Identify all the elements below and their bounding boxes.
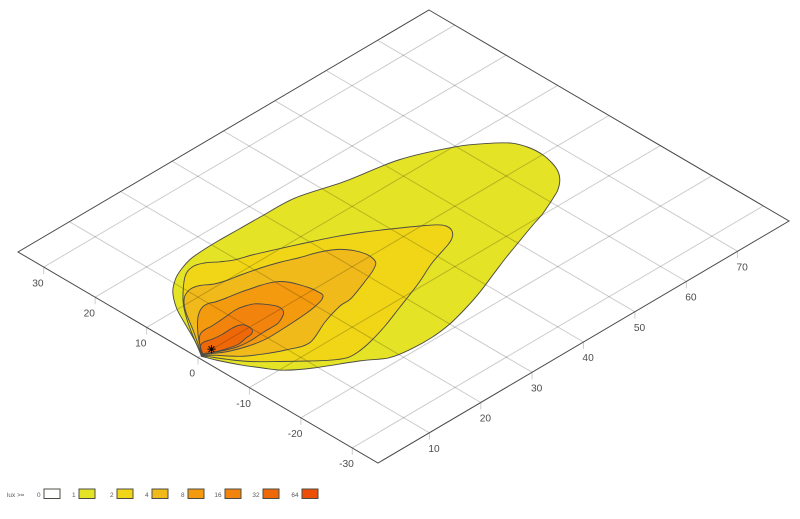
svg-text:4: 4 [145, 492, 149, 499]
svg-text:10: 10 [428, 444, 440, 455]
svg-text:1: 1 [72, 492, 76, 499]
svg-text:2: 2 [110, 492, 114, 499]
svg-text:8: 8 [181, 492, 185, 499]
svg-text:50: 50 [634, 323, 646, 334]
svg-text:-10: -10 [236, 399, 251, 410]
svg-text:-20: -20 [288, 429, 303, 440]
svg-text:20: 20 [84, 308, 96, 319]
svg-text:10: 10 [135, 339, 147, 350]
svg-text:30: 30 [32, 278, 44, 289]
svg-text:20: 20 [480, 414, 492, 425]
svg-text:-30: -30 [339, 459, 354, 470]
svg-text:60: 60 [685, 293, 697, 304]
svg-text:32: 32 [252, 492, 260, 499]
svg-text:40: 40 [582, 353, 594, 364]
svg-text:0: 0 [37, 492, 41, 499]
svg-text:30: 30 [531, 384, 543, 395]
svg-text:64: 64 [291, 492, 299, 499]
svg-text:16: 16 [214, 492, 222, 499]
svg-text:lux >=: lux >= [7, 492, 25, 499]
svg-text:70: 70 [737, 263, 749, 274]
svg-text:0: 0 [189, 369, 195, 380]
